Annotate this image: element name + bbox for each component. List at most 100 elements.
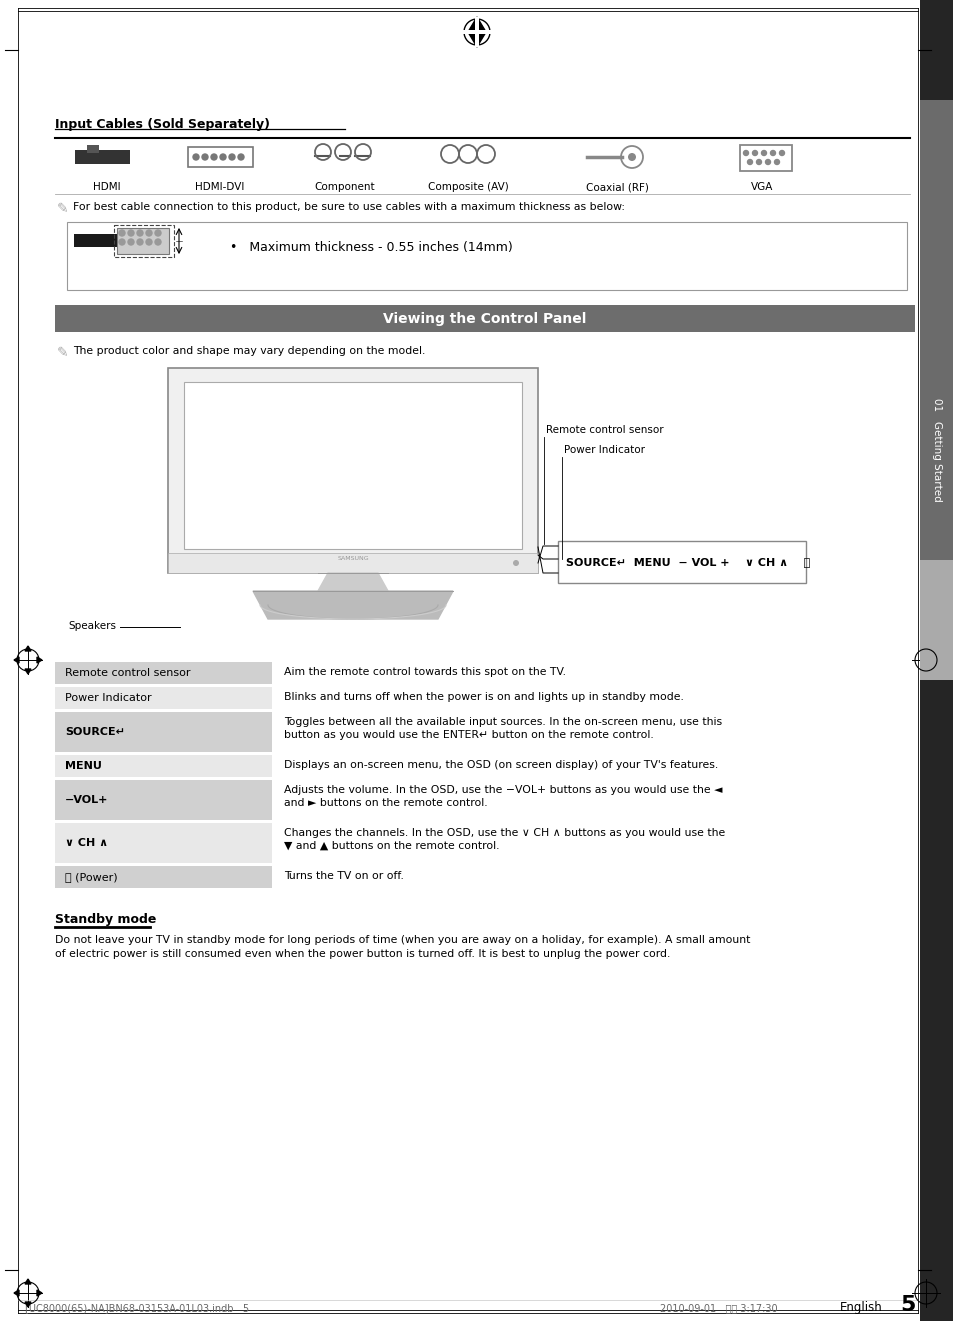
Bar: [55, 779, 272, 820]
Text: HDMI: HDMI: [93, 182, 121, 192]
Text: SOURCE↵  MENU  − VOL +    ∨ CH ∧    ⏻: SOURCE↵ MENU − VOL + ∨ CH ∧ ⏻: [565, 557, 809, 567]
Text: Speakers: Speakers: [68, 621, 116, 631]
Text: Remote control sensor: Remote control sensor: [65, 668, 191, 678]
Text: and ► buttons on the remote control.: and ► buttons on the remote control.: [284, 798, 487, 808]
Text: 5: 5: [899, 1295, 915, 1314]
Text: −VOL+: −VOL+: [65, 795, 109, 804]
Text: Changes the channels. In the OSD, use the ∨ CH ∧ buttons as you would use the: Changes the channels. In the OSD, use th…: [284, 828, 724, 838]
Circle shape: [513, 560, 518, 565]
Text: 2010-09-01   오후 3:17:30: 2010-09-01 오후 3:17:30: [659, 1303, 777, 1313]
Text: VGA: VGA: [750, 182, 772, 192]
Text: Standby mode: Standby mode: [55, 913, 156, 926]
Polygon shape: [25, 1279, 30, 1284]
Circle shape: [764, 160, 770, 165]
Circle shape: [137, 230, 143, 236]
Text: Power Indicator: Power Indicator: [563, 445, 644, 454]
Text: ✎: ✎: [57, 346, 69, 361]
Bar: [184, 382, 521, 550]
Bar: [55, 756, 272, 777]
Polygon shape: [25, 1303, 30, 1306]
Circle shape: [146, 239, 152, 244]
Bar: [75, 151, 130, 164]
Bar: [168, 553, 537, 573]
Text: Blinks and turns off when the power is on and lights up in standby mode.: Blinks and turns off when the power is o…: [284, 692, 683, 701]
Circle shape: [128, 230, 133, 236]
Text: ▼ and ▲ buttons on the remote control.: ▼ and ▲ buttons on the remote control.: [284, 841, 499, 851]
Bar: [475, 17, 478, 48]
Text: The product color and shape may vary depending on the model.: The product color and shape may vary dep…: [73, 346, 425, 355]
Bar: [113, 225, 173, 258]
Circle shape: [742, 151, 748, 156]
Circle shape: [137, 239, 143, 244]
Circle shape: [237, 155, 244, 160]
Polygon shape: [14, 1291, 19, 1296]
Text: of electric power is still consumed even when the power button is turned off. It: of electric power is still consumed even…: [55, 948, 670, 959]
Circle shape: [154, 230, 161, 236]
Text: Do not leave your TV in standby mode for long periods of time (when you are away: Do not leave your TV in standby mode for…: [55, 935, 750, 945]
Circle shape: [229, 155, 234, 160]
Bar: [55, 687, 272, 709]
Text: For best cable connection to this product, be sure to use cables with a maximum : For best cable connection to this produc…: [73, 202, 624, 211]
Polygon shape: [25, 646, 30, 651]
Polygon shape: [317, 573, 388, 590]
Bar: [55, 712, 272, 752]
Circle shape: [770, 151, 775, 156]
Text: Input Cables (Sold Separately): Input Cables (Sold Separately): [55, 118, 270, 131]
Bar: [55, 823, 272, 863]
Polygon shape: [37, 657, 42, 663]
Circle shape: [752, 151, 757, 156]
Text: Viewing the Control Panel: Viewing the Control Panel: [383, 312, 586, 325]
Circle shape: [220, 155, 226, 160]
Circle shape: [202, 155, 208, 160]
Polygon shape: [14, 657, 19, 663]
Bar: [919, 0, 953, 1321]
Circle shape: [119, 239, 125, 244]
Bar: [919, 560, 953, 680]
Circle shape: [627, 153, 636, 161]
Text: Adjusts the volume. In the OSD, use the −VOL+ buttons as you would use the ◄: Adjusts the volume. In the OSD, use the …: [284, 785, 721, 795]
Bar: [55, 662, 272, 684]
Polygon shape: [25, 668, 30, 674]
Text: Turns the TV on or off.: Turns the TV on or off.: [284, 871, 403, 881]
Bar: [67, 222, 906, 291]
Text: [UC8000(65)-NA]BN68-03153A-01L03.indb   5: [UC8000(65)-NA]BN68-03153A-01L03.indb 5: [25, 1303, 249, 1313]
Polygon shape: [37, 1291, 42, 1296]
Circle shape: [756, 160, 760, 165]
Text: ✎: ✎: [57, 202, 69, 217]
Bar: [74, 234, 119, 247]
Text: ∨ CH ∧: ∨ CH ∧: [65, 838, 108, 848]
Circle shape: [747, 160, 752, 165]
Bar: [740, 145, 791, 170]
Bar: [55, 305, 914, 332]
Circle shape: [211, 155, 216, 160]
Text: MENU: MENU: [65, 761, 102, 771]
Bar: [188, 147, 253, 166]
Circle shape: [193, 155, 199, 160]
Text: Power Indicator: Power Indicator: [65, 694, 152, 703]
Polygon shape: [253, 590, 453, 620]
Text: button as you would use the ENTER↵ button on the remote control.: button as you would use the ENTER↵ butto…: [284, 731, 653, 740]
Text: •   Maximum thickness - 0.55 inches (14mm): • Maximum thickness - 0.55 inches (14mm): [230, 242, 512, 255]
Bar: [919, 100, 953, 560]
Circle shape: [774, 160, 779, 165]
Bar: [461, 30, 492, 34]
Text: Aim the remote control towards this spot on the TV.: Aim the remote control towards this spot…: [284, 667, 565, 676]
Circle shape: [128, 239, 133, 244]
Bar: [558, 542, 805, 583]
Bar: [87, 145, 99, 153]
Text: English: English: [840, 1301, 882, 1314]
Text: Composite (AV): Composite (AV): [427, 182, 508, 192]
Bar: [117, 229, 169, 254]
Bar: [55, 867, 272, 888]
Circle shape: [154, 239, 161, 244]
Circle shape: [119, 230, 125, 236]
Text: Remote control sensor: Remote control sensor: [545, 425, 663, 435]
Circle shape: [779, 151, 783, 156]
Text: Coaxial (RF): Coaxial (RF): [585, 182, 648, 192]
Text: HDMI-DVI: HDMI-DVI: [195, 182, 244, 192]
Circle shape: [760, 151, 765, 156]
Text: 01   Getting Started: 01 Getting Started: [931, 398, 941, 502]
Text: SOURCE↵: SOURCE↵: [65, 727, 125, 737]
Text: SAMSUNG: SAMSUNG: [336, 556, 369, 561]
Polygon shape: [468, 17, 485, 48]
